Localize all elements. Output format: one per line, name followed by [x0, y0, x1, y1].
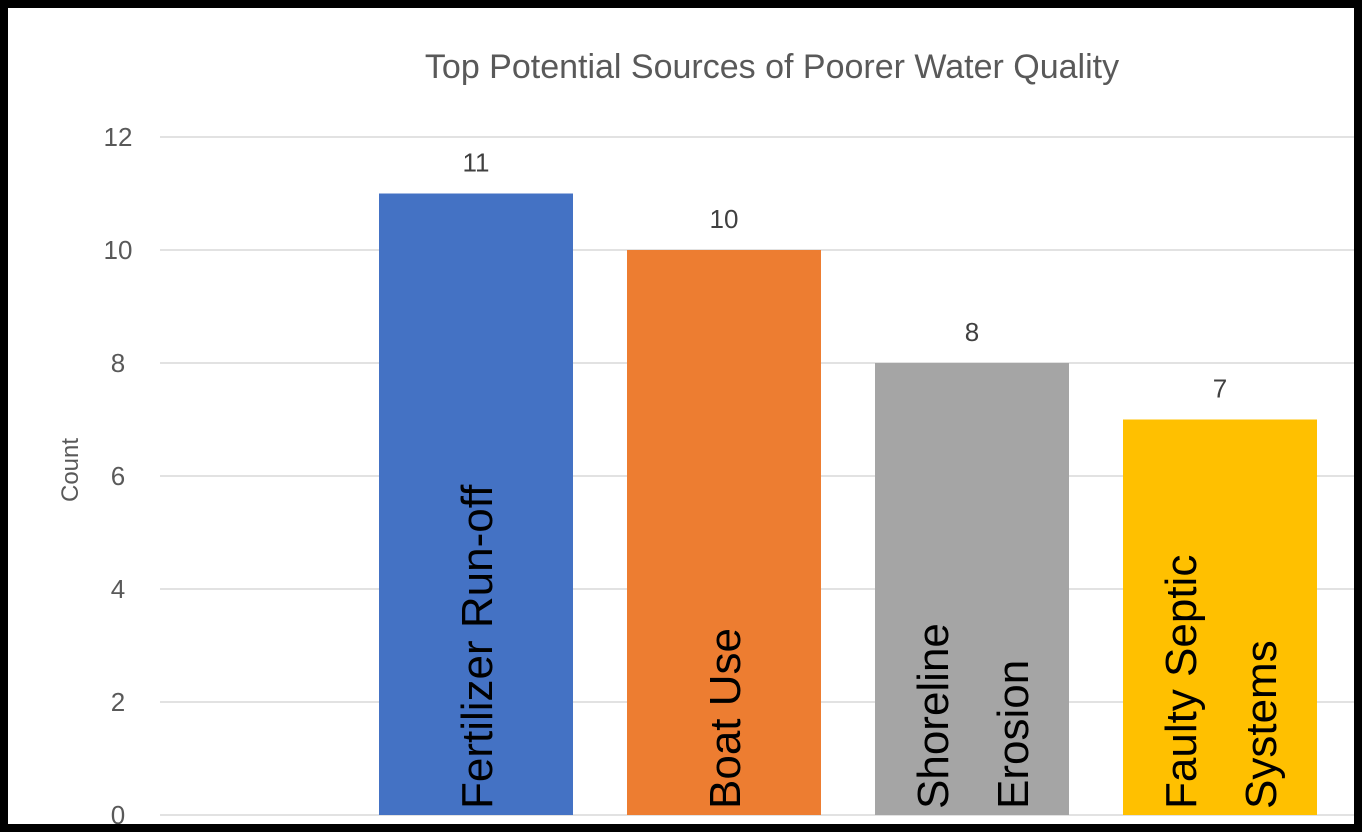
bar — [379, 193, 573, 815]
bars — [379, 193, 1317, 815]
category-label: Shoreline — [909, 623, 958, 809]
y-tick-label: 4 — [111, 574, 125, 604]
y-tick-label: 0 — [111, 800, 125, 824]
category-label: Erosion — [989, 660, 1038, 809]
y-tick-label: 12 — [104, 122, 133, 152]
bar — [627, 250, 821, 815]
data-label: 7 — [1213, 374, 1227, 404]
y-axis-ticks: 0 2 4 6 8 10 12 — [104, 122, 133, 824]
data-labels: 11 10 8 7 — [463, 148, 1228, 404]
category-labels: Fertilizer Run-off Boat Use Shoreline Erosi… — [453, 484, 1286, 809]
category-label: Faulty Septic — [1157, 555, 1206, 809]
y-tick-label: 2 — [111, 687, 125, 717]
y-tick-label: 10 — [104, 235, 133, 265]
data-label: 11 — [463, 148, 490, 178]
chart-title: Top Potential Sources of Poorer Water Qu… — [425, 48, 1119, 86]
category-label: Systems — [1237, 640, 1286, 809]
y-axis-label: Count — [57, 438, 84, 502]
category-label: Boat Use — [701, 628, 750, 809]
y-tick-label: 8 — [111, 348, 125, 378]
category-label: Fertilizer Run-off — [453, 484, 502, 809]
bar — [1123, 419, 1317, 815]
bar-chart: Top Potential Sources of Poorer Water Qu… — [57, 48, 1354, 824]
data-label: 10 — [710, 204, 739, 234]
bar — [875, 363, 1069, 815]
data-label: 8 — [965, 317, 979, 347]
y-tick-label: 6 — [111, 461, 125, 491]
